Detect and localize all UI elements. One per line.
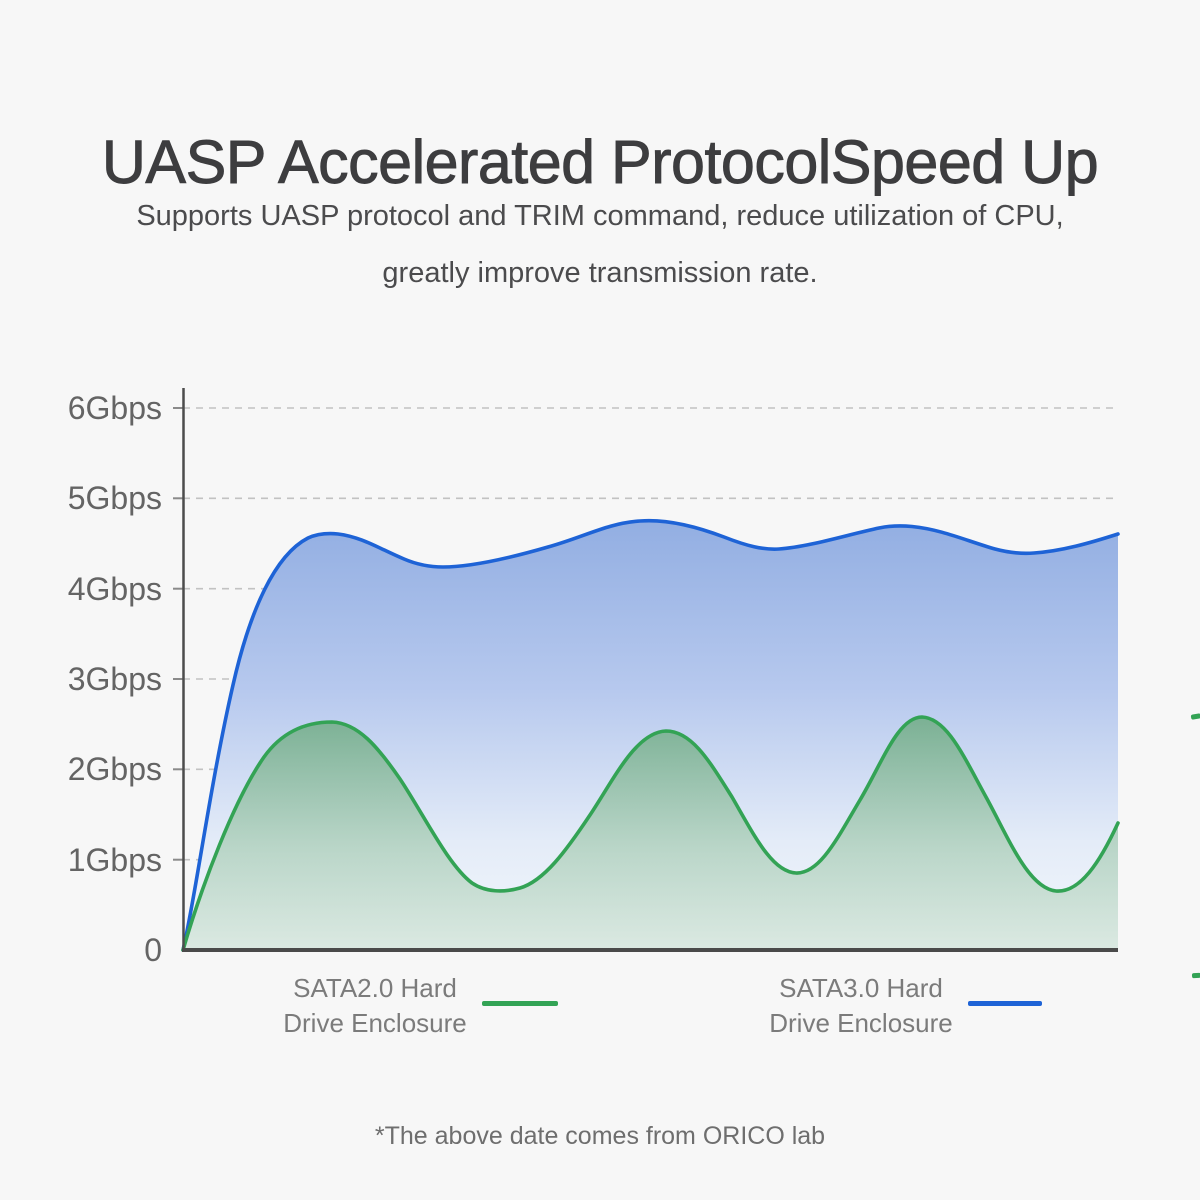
subtitle-line-1: Supports UASP protocol and TRIM command,… (136, 200, 1064, 232)
page-subtitle: Supports UASP protocol and TRIM command,… (0, 188, 1200, 302)
sata3-line (181, 518, 1120, 952)
y-axis-label-5gbps: 5Gbps (67, 480, 162, 516)
y-axis-label-0: 0 (144, 932, 162, 968)
legend-item-sata2-label: SATA2.0 Hard Drive Enclosure (265, 971, 485, 1041)
y-axis-labels: 6Gbps 5Gbps 4Gbps 3Gbps 2Gbps 1Gbps 0 (0, 0, 170, 1000)
area-chart (173, 388, 1120, 952)
legend-swatch-green (482, 1001, 558, 1006)
y-axis-ticks (173, 407, 183, 861)
y-axis-label-6gbps: 6Gbps (67, 390, 162, 426)
page-title: UASP Accelerated ProtocolSpeed Up (101, 127, 1099, 196)
legend-sata3-line1: SATA3.0 Hard (779, 973, 943, 1003)
sata2-line (181, 715, 1120, 952)
legend-item-sata3-label: SATA3.0 Hard Drive Enclosure (751, 971, 971, 1041)
y-axis-label-4gbps: 4Gbps (67, 571, 162, 607)
legend-sata2-line1: SATA2.0 Hard (293, 973, 457, 1003)
subtitle-line-2: greatly improve transmission rate. (382, 257, 818, 289)
y-axis-label-3gbps: 3Gbps (67, 661, 162, 697)
footnote: *The above date comes from ORICO lab (374, 1122, 826, 1150)
legend-sata3-line2: Drive Enclosure (769, 1008, 953, 1038)
y-axis-label-2gbps: 2Gbps (67, 751, 162, 787)
sata2-area (183, 717, 1118, 950)
y-axis-label-1gbps: 1Gbps (67, 842, 162, 878)
legend-swatch-blue (968, 1001, 1042, 1006)
edge-green-dash-bottom-icon (1191, 972, 1200, 979)
legend-sata2-line2: Drive Enclosure (283, 1008, 467, 1038)
